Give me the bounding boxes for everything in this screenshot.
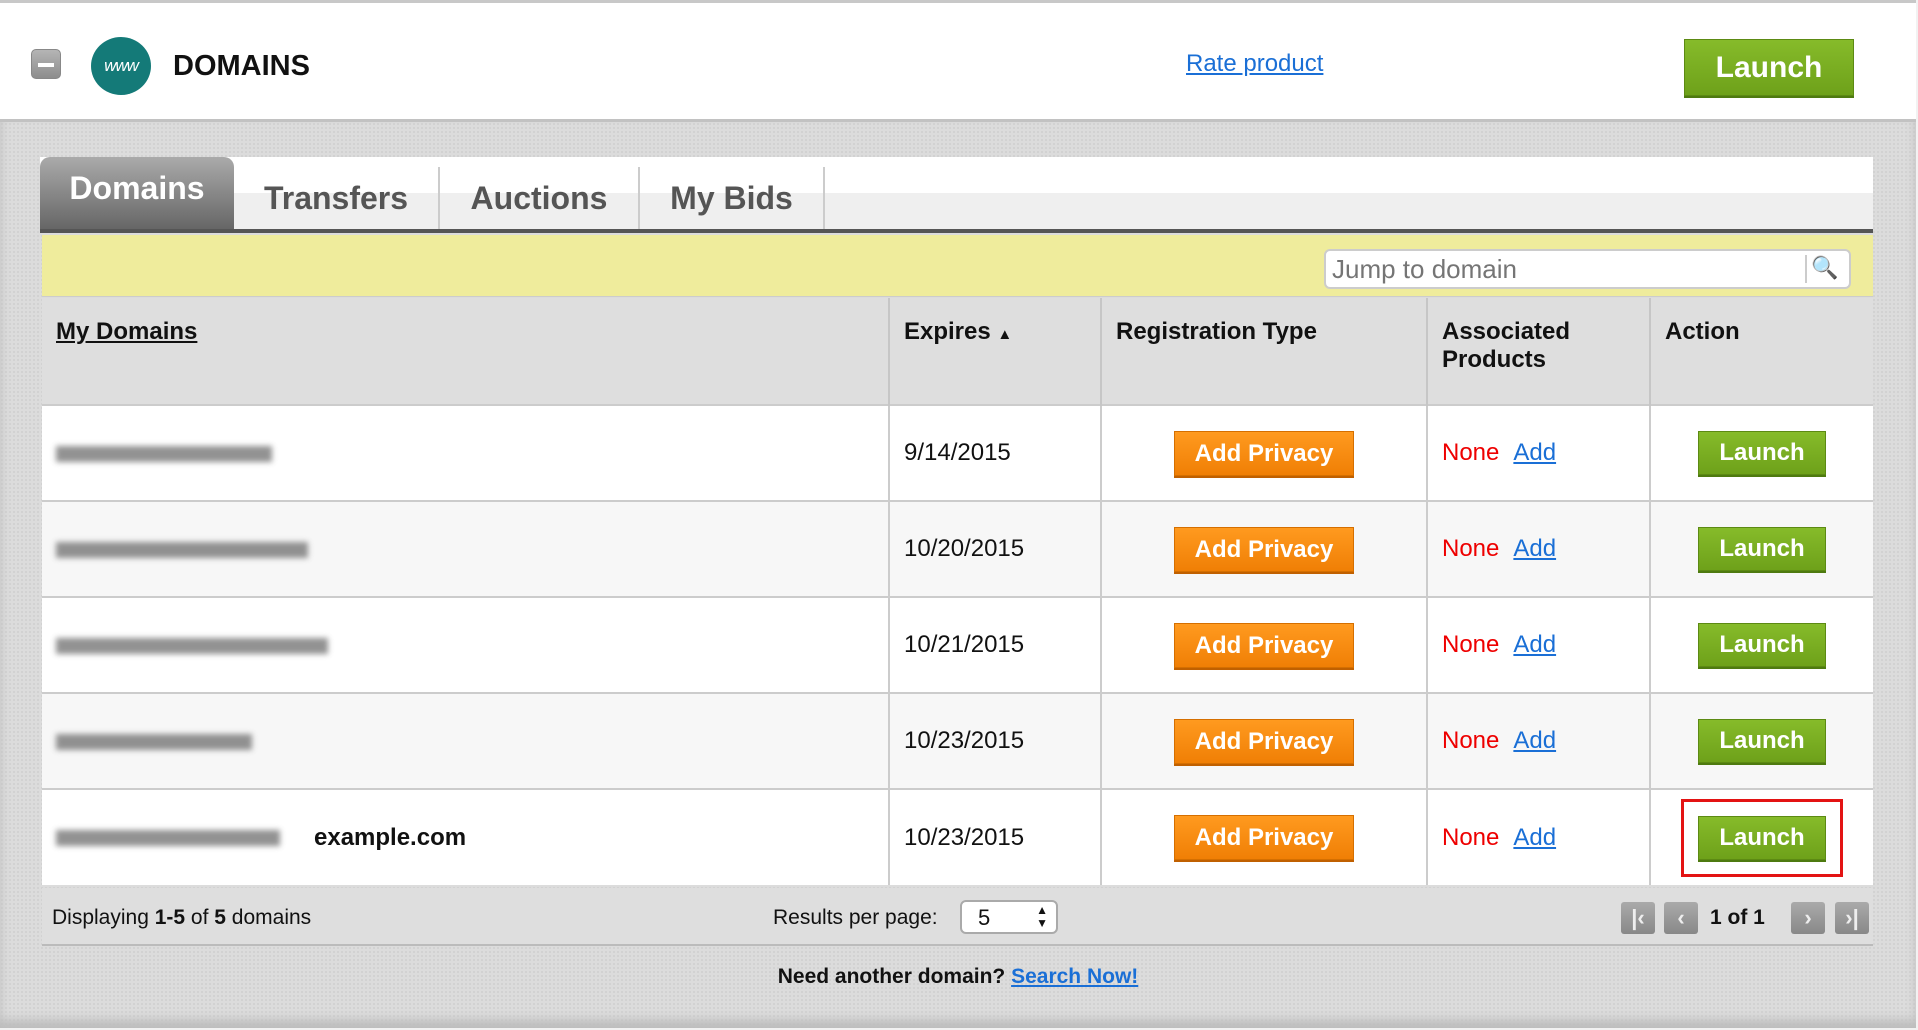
page-title: DOMAINS: [173, 50, 310, 82]
none-status: None: [1442, 439, 1500, 466]
registration-cell: Add Privacy: [1101, 788, 1428, 885]
associated-cell: None Add: [1427, 500, 1651, 597]
launch-button[interactable]: Launch: [1684, 39, 1854, 96]
last-page-icon[interactable]: ›|: [1835, 902, 1869, 934]
launch-button[interactable]: Launch: [1698, 719, 1826, 763]
registration-cell: Add Privacy: [1101, 404, 1428, 501]
tab-bar: Domains Transfers Auctions My Bids: [40, 157, 1873, 233]
prev-page-icon[interactable]: ‹: [1664, 902, 1698, 934]
header-action: Action: [1650, 298, 1873, 405]
action-cell: Launch: [1650, 404, 1873, 501]
search-icon[interactable]: 🔍: [1805, 255, 1843, 283]
displaying-count: Displaying 1-5 of 5 domains: [52, 906, 312, 929]
launch-button[interactable]: Launch: [1698, 431, 1826, 475]
www-logo-icon: www: [91, 37, 151, 95]
tab-transfers[interactable]: Transfers: [234, 167, 440, 229]
domain-cell: [42, 692, 890, 789]
results-per-page-select[interactable]: 5 ▲ ▼: [960, 900, 1058, 934]
add-privacy-button[interactable]: Add Privacy: [1174, 622, 1354, 668]
domain-cell: [42, 404, 890, 501]
add-privacy-button[interactable]: Add Privacy: [1174, 718, 1354, 764]
action-cell: Launch: [1650, 692, 1873, 789]
action-cell: Launch: [1650, 500, 1873, 597]
app-header: www DOMAINS Rate product Launch: [0, 0, 1916, 122]
rate-product-link[interactable]: Rate product: [1186, 50, 1324, 77]
sort-asc-icon: ▲: [997, 326, 1013, 343]
search-now-link[interactable]: Search Now!: [1011, 965, 1139, 988]
launch-button[interactable]: Launch: [1698, 527, 1826, 571]
page-indicator: 1 of 1: [1710, 906, 1765, 929]
search-bar: 🔍: [42, 235, 1873, 297]
blurred-domain-name[interactable]: [56, 830, 280, 847]
action-cell: Launch: [1650, 596, 1873, 693]
add-privacy-button[interactable]: Add Privacy: [1174, 815, 1354, 860]
domain-annotation: example.com: [314, 823, 467, 851]
domain-cell: [42, 500, 890, 597]
none-status: None: [1442, 727, 1500, 754]
table-row: example.com 10/23/2015 Add Privacy None A…: [42, 788, 1873, 885]
registration-cell: Add Privacy: [1101, 596, 1428, 693]
associated-cell: None Add: [1427, 596, 1651, 693]
jump-to-domain-input[interactable]: [1326, 251, 1796, 287]
blurred-domain-name[interactable]: [56, 637, 328, 654]
registration-cell: Add Privacy: [1101, 692, 1428, 789]
action-cell: Launch: [1650, 788, 1873, 885]
launch-button[interactable]: Launch: [1681, 798, 1843, 877]
blurred-domain-name[interactable]: [56, 733, 252, 750]
table-row: 9/14/2015 Add Privacy None Add Launch: [42, 404, 1873, 501]
header-my-domains[interactable]: My Domains: [42, 298, 890, 405]
table-row: 10/21/2015 Add Privacy None Add Launch: [42, 596, 1873, 693]
add-privacy-button[interactable]: Add Privacy: [1174, 430, 1354, 476]
associated-cell: None Add: [1427, 788, 1651, 885]
expires-cell: 10/23/2015: [889, 788, 1102, 885]
launch-button[interactable]: Launch: [1698, 623, 1826, 667]
tab-auctions[interactable]: Auctions: [440, 167, 640, 229]
header-expires[interactable]: Expires ▲: [889, 298, 1102, 405]
table-row: 10/20/2015 Add Privacy None Add Launch: [42, 500, 1873, 597]
registration-cell: Add Privacy: [1101, 500, 1428, 597]
blurred-domain-name[interactable]: [56, 541, 308, 558]
expires-cell: 9/14/2015: [889, 404, 1102, 501]
tab-domains[interactable]: Domains: [40, 157, 234, 229]
expires-cell: 10/21/2015: [889, 596, 1102, 693]
collapse-button[interactable]: [31, 49, 61, 79]
add-product-link[interactable]: Add: [1513, 439, 1557, 466]
next-page-icon[interactable]: ›: [1791, 902, 1825, 934]
table-row: 10/23/2015 Add Privacy None Add Launch: [42, 692, 1873, 789]
add-product-link[interactable]: Add: [1513, 535, 1557, 562]
results-per-page-label: Results per page:: [773, 906, 938, 929]
domains-panel: Domains Transfers Auctions My Bids 🔍 My …: [0, 122, 1916, 1028]
add-product-link[interactable]: Add: [1513, 631, 1557, 658]
none-status: None: [1442, 823, 1500, 851]
domain-cell: [42, 596, 890, 693]
expires-cell: 10/23/2015: [889, 692, 1102, 789]
expires-cell: 10/20/2015: [889, 500, 1102, 597]
tab-my-bids[interactable]: My Bids: [640, 167, 825, 229]
search-prompt: Need another domain? Search Now!: [777, 965, 1139, 988]
domains-table: My Domains Expires ▲ Registration Type A…: [42, 298, 1873, 885]
add-product-link[interactable]: Add: [1513, 823, 1557, 851]
associated-cell: None Add: [1427, 404, 1651, 501]
none-status: None: [1442, 631, 1500, 658]
blurred-domain-name[interactable]: [56, 445, 272, 462]
header-registration-type: Registration Type: [1101, 298, 1428, 405]
header-associated-products: Associated Products: [1427, 298, 1651, 405]
add-privacy-button[interactable]: Add Privacy: [1174, 526, 1354, 572]
none-status: None: [1442, 535, 1500, 562]
first-page-icon[interactable]: |‹: [1621, 902, 1655, 934]
domain-cell: example.com: [42, 788, 890, 885]
table-footer: Displaying 1-5 of 5 domains Results per …: [42, 888, 1873, 946]
add-product-link[interactable]: Add: [1513, 727, 1557, 754]
associated-cell: None Add: [1427, 692, 1651, 789]
jump-to-domain-field[interactable]: 🔍: [1324, 249, 1851, 289]
